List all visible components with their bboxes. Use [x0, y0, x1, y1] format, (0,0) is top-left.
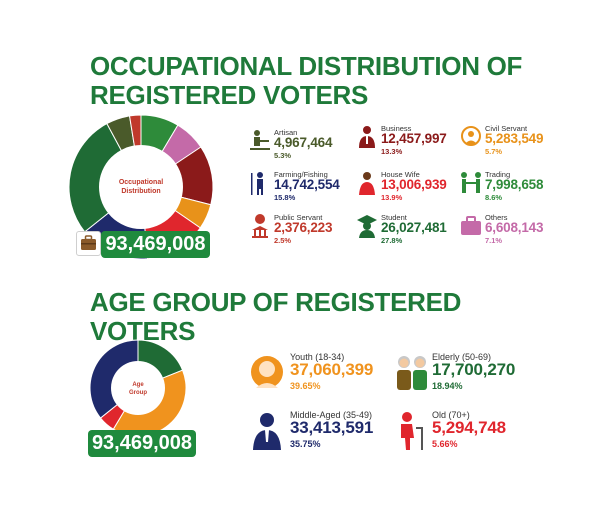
stat-percent: 5.3% — [274, 151, 292, 160]
stat-value: 6,608,143 — [485, 220, 544, 235]
student-icon — [355, 213, 379, 239]
stat-percent: 2.5% — [274, 236, 292, 245]
stat-percent: 13.3% — [381, 147, 403, 156]
briefcase-icon — [459, 213, 483, 239]
stat-value: 26,027,481 — [381, 220, 447, 235]
age-group-donut-chart: Age Group — [89, 339, 187, 437]
stat-percent: 5.7% — [485, 147, 503, 156]
civil-servant-icon — [459, 124, 483, 150]
stat-label: Middle-Aged (35-49) — [290, 410, 373, 420]
stat-label: Trading — [485, 170, 511, 179]
stat-label: Civil Servant — [485, 124, 528, 133]
farmer-icon — [248, 170, 272, 196]
occupation-title: OCCUPATIONAL DISTRIBUTION OF REGISTERED … — [90, 51, 523, 110]
elderly-couple-icon — [392, 352, 427, 392]
stat-value: 2,376,223 — [274, 220, 333, 235]
stat-label: Artisan — [274, 128, 298, 137]
stat-percent: 39.65% — [290, 381, 321, 391]
age-group-total: 93,469,008 — [88, 430, 196, 457]
stat-value: 13,006,939 — [381, 177, 447, 192]
stat-label: Farming/Fishing — [274, 170, 328, 179]
stat-value: 7,998,658 — [485, 177, 544, 192]
age-center-label-line1: Age — [132, 382, 144, 388]
occupation-center-label-line1: Occupational — [119, 179, 163, 186]
stat-percent: 35.75% — [290, 439, 321, 449]
artisan-icon — [248, 128, 272, 154]
stat-label: Youth (18-34) — [290, 352, 345, 362]
stat-value: 33,413,591 — [290, 418, 374, 437]
stat-percent: 8.6% — [485, 193, 503, 202]
stat-label: Student — [381, 213, 407, 222]
old-person-icon — [392, 410, 426, 450]
stat-value: 12,457,997 — [381, 131, 447, 146]
stat-percent: 13.9% — [381, 193, 403, 202]
stat-percent: 15.8% — [274, 193, 296, 202]
stat-label: Others — [485, 213, 508, 222]
youth-icon — [250, 352, 284, 392]
stat-value: 5,294,748 — [432, 418, 506, 437]
stat-value: 5,283,549 — [485, 131, 544, 146]
stat-value: 17,700,270 — [432, 360, 516, 379]
business-person-icon — [355, 124, 379, 150]
stat-percent: 7.1% — [485, 236, 503, 245]
stat-percent: 18.94% — [432, 381, 463, 391]
stat-percent: 5.66% — [432, 439, 458, 449]
public-servant-icon — [248, 213, 272, 239]
stat-value: 14,742,554 — [274, 177, 340, 192]
stat-value: 4,967,464 — [274, 135, 333, 150]
stat-value: 37,060,399 — [290, 360, 374, 379]
middle-aged-icon — [250, 410, 284, 450]
briefcase-icon — [76, 231, 101, 256]
housewife-icon — [355, 170, 379, 196]
occupation-center-label-line2: Distribution — [121, 188, 160, 195]
stat-label: Old (70+) — [432, 410, 470, 420]
trading-icon — [459, 170, 483, 196]
stat-label: Elderly (50-69) — [432, 352, 492, 362]
stat-label: House Wife — [381, 170, 420, 179]
stat-label: Business — [381, 124, 412, 133]
stat-percent: 27.8% — [381, 236, 403, 245]
occupation-donut-chart: Occupational Distribution — [68, 114, 214, 260]
occupation-total: 93,469,008 — [101, 231, 210, 258]
stat-label: Public Servant — [274, 213, 323, 222]
age-center-label-line2: Group — [129, 390, 147, 396]
